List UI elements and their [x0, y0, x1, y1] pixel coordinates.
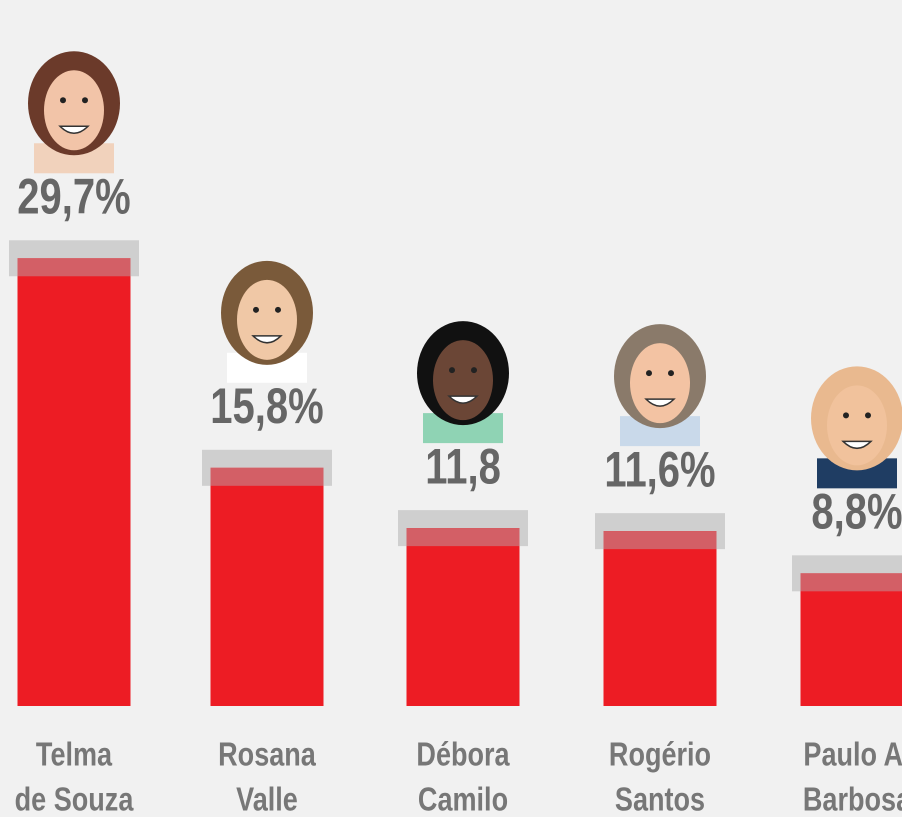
value-label: 15,8% [210, 378, 323, 434]
x-tick-label-group: Telma [36, 737, 112, 773]
x-tick-label: Rogério [609, 737, 711, 773]
value-label-group: 15,8% [210, 378, 323, 434]
x-tick-label: Santos [615, 782, 705, 817]
portrait-face [44, 70, 104, 151]
x-tick-label-group: Rosana [218, 737, 316, 773]
portrait-eye [668, 370, 674, 377]
x-tick-label-group: Rogério [609, 737, 711, 773]
portrait-eye [865, 412, 871, 419]
bar-cap [406, 528, 520, 547]
portrait-eye [82, 97, 88, 104]
value-label: 29,7% [17, 168, 130, 224]
portrait [417, 321, 509, 444]
portrait-smile [841, 440, 873, 450]
portrait-smile [251, 335, 283, 344]
x-tick-label: de Souza [15, 782, 134, 817]
x-tick-label-group: Valle [236, 782, 298, 817]
bar [603, 531, 717, 706]
value-label: 11,8 [425, 438, 501, 494]
portrait-face [237, 279, 297, 360]
portrait-face [827, 385, 887, 466]
portrait-eye [471, 367, 477, 374]
bar-cap [603, 531, 717, 550]
x-tick-label: Rosana [218, 737, 316, 773]
value-label-group: 29,7% [17, 168, 130, 224]
value-label: 8,8% [811, 483, 902, 539]
bar [210, 467, 324, 706]
bar [800, 573, 902, 706]
x-tick-label: Telma [36, 737, 112, 773]
portrait [221, 260, 313, 383]
bar-cap [17, 258, 131, 277]
bar-cap [800, 573, 902, 592]
x-tick-label: Débora [416, 737, 509, 773]
x-tick-label: Camilo [418, 782, 508, 817]
value-label-group: 8,8% [811, 483, 902, 539]
portrait-eye [646, 370, 652, 377]
portrait [614, 324, 706, 447]
x-tick-label-group: de Souza [15, 782, 134, 817]
portrait [28, 51, 120, 174]
value-label-group: 11,6% [604, 441, 715, 497]
bar [17, 258, 131, 706]
portrait-smile [58, 125, 90, 135]
portrait-eye [253, 306, 259, 313]
portrait-smile [447, 395, 479, 404]
x-tick-label: Paulo A. [803, 737, 902, 773]
x-tick-label: Valle [236, 782, 298, 817]
bar [406, 528, 520, 706]
x-tick-label-group: Paulo A. [803, 737, 902, 773]
portrait-eye [275, 306, 281, 313]
portrait-smile [644, 398, 676, 407]
portrait-eye [843, 412, 849, 419]
value-label: 11,6% [604, 441, 715, 497]
x-tick-label-group: Camilo [418, 782, 508, 817]
portrait-eye [60, 97, 66, 104]
portrait-eye [449, 367, 455, 374]
portrait-face [630, 343, 690, 424]
x-tick-label-group: Santos [615, 782, 705, 817]
portrait [811, 366, 902, 489]
x-tick-label-group: Débora [416, 737, 509, 773]
x-tick-label-group: Barbosa [803, 782, 902, 817]
x-tick-label: Barbosa [803, 782, 902, 817]
portrait-face [433, 340, 493, 421]
bar-cap [210, 467, 324, 486]
value-label-group: 11,8 [425, 438, 501, 494]
